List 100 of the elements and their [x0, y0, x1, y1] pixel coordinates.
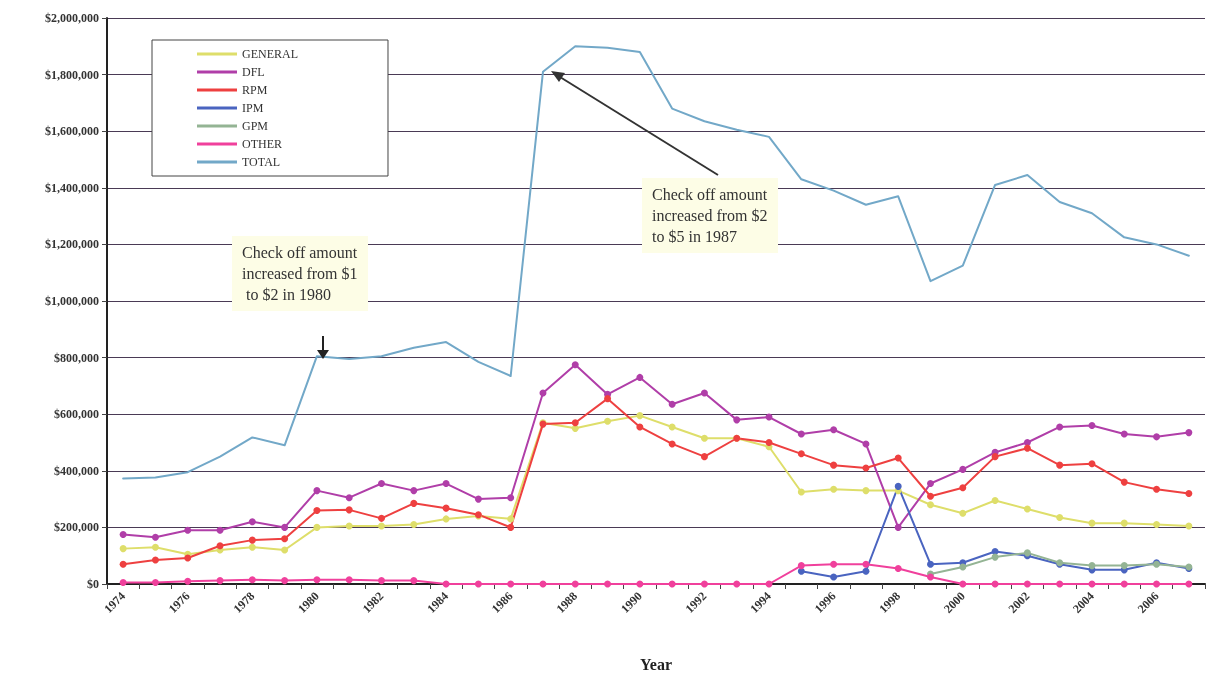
point	[1185, 489, 1193, 497]
y-tick-label: $600,000	[54, 407, 99, 422]
point	[797, 562, 805, 570]
point	[184, 526, 192, 534]
point	[668, 440, 676, 448]
point	[313, 576, 321, 584]
point	[1185, 522, 1193, 530]
y-tick-label: $2,000,000	[45, 11, 99, 25]
point	[830, 426, 838, 434]
point	[313, 523, 321, 531]
point	[184, 554, 192, 562]
point	[1120, 519, 1128, 527]
point	[151, 533, 159, 541]
point	[959, 509, 967, 517]
point	[1088, 562, 1096, 570]
point	[1023, 505, 1031, 513]
point	[991, 453, 999, 461]
point	[991, 547, 999, 555]
point	[281, 535, 289, 543]
legend-label: TOTAL	[242, 155, 281, 169]
point	[862, 560, 870, 568]
point	[151, 543, 159, 551]
y-tick-label: $1,800,000	[45, 67, 99, 82]
point	[733, 580, 741, 588]
point	[894, 482, 902, 490]
point	[797, 567, 805, 575]
point	[959, 484, 967, 492]
point	[345, 506, 353, 514]
point	[894, 564, 902, 572]
point	[991, 497, 999, 505]
point	[668, 400, 676, 408]
point	[313, 506, 321, 514]
point	[571, 419, 579, 427]
point	[151, 556, 159, 564]
point	[1023, 580, 1031, 588]
point	[151, 579, 159, 587]
y-tick-label: $0	[87, 577, 99, 591]
legend-label: OTHER	[242, 137, 282, 151]
point	[894, 523, 902, 531]
point	[830, 560, 838, 568]
point	[959, 465, 967, 473]
point	[1088, 460, 1096, 468]
point	[830, 485, 838, 493]
point	[119, 530, 127, 538]
point	[378, 522, 385, 530]
point	[1185, 429, 1193, 437]
point	[765, 439, 773, 446]
point	[216, 542, 224, 550]
annotation: Check off amount increased from $1 to $2 in 1980	[232, 236, 368, 311]
legend-label: GPM	[242, 119, 269, 133]
y-tick-label: $1,200,000	[45, 237, 99, 252]
point	[345, 576, 353, 584]
y-tick-label: $1,400,000	[45, 180, 99, 195]
point	[248, 536, 256, 544]
point	[668, 423, 676, 431]
point	[507, 580, 515, 588]
point	[248, 576, 256, 584]
point	[216, 526, 224, 534]
point	[862, 487, 870, 495]
point	[830, 461, 838, 469]
point	[119, 545, 127, 553]
point	[571, 580, 579, 588]
legend-label: DFL	[242, 65, 265, 79]
point	[1153, 580, 1161, 588]
point	[410, 577, 418, 585]
annotation: Check off amount increased from $2 to $5 in 1987	[642, 178, 778, 253]
point	[345, 494, 353, 502]
point	[1120, 478, 1128, 486]
legend-label: GENERAL	[242, 47, 298, 61]
point	[442, 480, 450, 488]
point	[959, 580, 967, 588]
point	[378, 480, 385, 488]
y-tick-label: $400,000	[54, 463, 99, 478]
point	[119, 579, 127, 587]
point	[1120, 580, 1128, 588]
point	[1120, 562, 1128, 570]
point	[507, 523, 515, 531]
point	[410, 487, 418, 495]
point	[862, 567, 870, 575]
point	[700, 434, 708, 442]
point	[281, 523, 289, 531]
y-tick-label: $1,000,000	[45, 294, 99, 308]
point	[959, 563, 967, 571]
point	[378, 577, 385, 585]
point	[1120, 430, 1128, 438]
point	[636, 373, 644, 381]
point	[700, 389, 708, 397]
point	[927, 480, 934, 488]
point	[281, 546, 289, 554]
x-axis-title: Year	[640, 655, 672, 673]
point	[636, 412, 644, 420]
y-tick-label: $800,000	[54, 350, 99, 365]
point	[507, 494, 515, 502]
point	[1056, 580, 1064, 588]
point	[927, 560, 934, 568]
point	[378, 514, 385, 522]
point	[1023, 444, 1031, 452]
point	[700, 580, 708, 588]
point	[604, 395, 612, 403]
point	[636, 423, 644, 431]
